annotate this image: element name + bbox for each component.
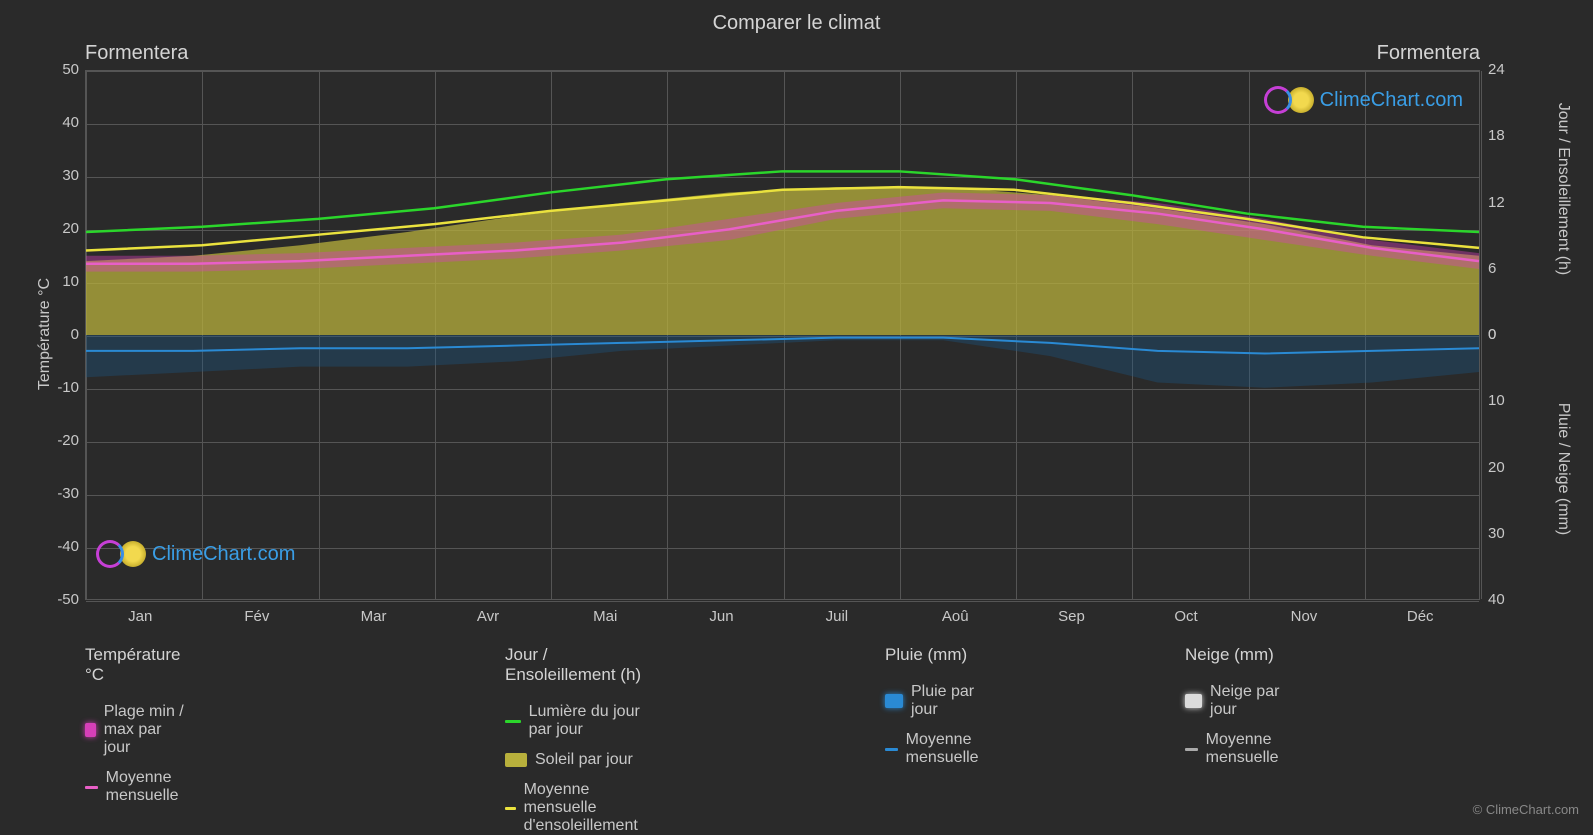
legend-line-swatch — [505, 720, 521, 723]
y-left-tick: -10 — [57, 379, 79, 396]
legend-group: Neige (mm) Neige par jour Moyenne mensuell… — [1185, 645, 1288, 767]
y-left-tick: -20 — [57, 432, 79, 449]
legend-swatch — [1185, 694, 1202, 708]
gridline-h — [86, 601, 1479, 602]
legend-item: Neige par jour — [1185, 683, 1288, 719]
y-right-bottom-tick: 10 — [1488, 392, 1505, 409]
y-right-bottom-tick: 0 — [1488, 326, 1496, 343]
x-month-label: Jan — [128, 608, 152, 625]
y-right-top-title: Jour / Ensoleillement (h) — [1554, 79, 1572, 299]
legend-item: Plage min / max par jour — [85, 703, 188, 757]
legend-swatch — [85, 723, 96, 737]
legend-item: Pluie par jour — [885, 683, 988, 719]
legend-item-label: Pluie par jour — [911, 683, 988, 719]
legend-line-swatch — [505, 807, 516, 810]
x-month-label: Jun — [709, 608, 733, 625]
legend-item: Lumière du jour par jour — [505, 703, 649, 739]
y-left-tick: 40 — [62, 114, 79, 131]
x-month-label: Mar — [361, 608, 387, 625]
y-left-tick: 50 — [62, 61, 79, 78]
legend-item: Moyenne mensuelle — [885, 731, 988, 767]
x-month-label: Oct — [1174, 608, 1197, 625]
legend-group-title: Jour / Ensoleillement (h) — [505, 645, 649, 685]
brand-text: ClimeChart.com — [1320, 89, 1463, 112]
brand-logo-top: ClimeChart.com — [1264, 86, 1463, 114]
legend-group-title: Pluie (mm) — [885, 645, 988, 665]
y-left-title: Température °C — [36, 254, 54, 414]
x-month-label: Déc — [1407, 608, 1434, 625]
legend-group: Pluie (mm) Pluie par jour Moyenne mensuell… — [885, 645, 988, 767]
x-month-label: Juil — [826, 608, 849, 625]
y-left-tick: 10 — [62, 273, 79, 290]
legend-line-swatch — [885, 748, 898, 751]
plot-area — [85, 70, 1480, 600]
y-right-bottom-tick: 40 — [1488, 591, 1505, 608]
legend-group: Température °C Plage min / max par jour Mo… — [85, 645, 188, 805]
legend-item-label: Moyenne mensuelle d'ensoleillement — [524, 781, 650, 835]
legend-item-label: Plage min / max par jour — [104, 703, 188, 757]
legend-item: Moyenne mensuelle d'ensoleillement — [505, 781, 649, 835]
legend-item-label: Lumière du jour par jour — [529, 703, 650, 739]
legend-group-title: Neige (mm) — [1185, 645, 1288, 665]
chart-svg — [86, 71, 1479, 599]
x-month-label: Fév — [244, 608, 269, 625]
location-left: Formentera — [85, 42, 188, 65]
y-right-top-tick: 18 — [1488, 127, 1505, 144]
y-left-tick: -40 — [57, 538, 79, 555]
x-month-label: Nov — [1291, 608, 1318, 625]
legend-item: Moyenne mensuelle — [1185, 731, 1288, 767]
x-month-label: Mai — [593, 608, 617, 625]
brand-text: ClimeChart.com — [152, 543, 295, 566]
legend-item: Moyenne mensuelle — [85, 769, 188, 805]
logo-rings-icon — [96, 540, 124, 568]
brand-logo-bottom: ClimeChart.com — [96, 540, 295, 568]
y-left-tick: -50 — [57, 591, 79, 608]
x-month-label: Sep — [1058, 608, 1085, 625]
y-right-bottom-title: Pluie / Neige (mm) — [1554, 379, 1572, 559]
legend-swatch — [885, 694, 903, 708]
y-right-top-tick: 6 — [1488, 260, 1496, 277]
logo-rings-icon — [1264, 86, 1292, 114]
legend-item: Soleil par jour — [505, 751, 649, 769]
y-left-tick: 20 — [62, 220, 79, 237]
y-right-top-tick: 24 — [1488, 61, 1505, 78]
location-right: Formentera — [1377, 42, 1480, 65]
legend-item-label: Soleil par jour — [535, 751, 633, 769]
y-left-tick: 0 — [71, 326, 79, 343]
legend-line-swatch — [1185, 748, 1198, 751]
copyright: © ClimeChart.com — [1473, 802, 1579, 817]
y-right-top-tick: 12 — [1488, 194, 1505, 211]
y-left-tick: -30 — [57, 485, 79, 502]
x-month-label: Aoû — [942, 608, 969, 625]
legend-line-swatch — [85, 786, 98, 789]
legend-group-title: Température °C — [85, 645, 188, 685]
legend-group: Jour / Ensoleillement (h) Lumière du jour… — [505, 645, 649, 835]
gridline-v — [1481, 71, 1482, 599]
chart-title: Comparer le climat — [0, 0, 1593, 35]
y-right-bottom-tick: 30 — [1488, 525, 1505, 542]
x-month-label: Avr — [477, 608, 499, 625]
legend-item-label: Moyenne mensuelle — [1206, 731, 1288, 767]
legend-swatch — [505, 753, 527, 767]
legend-item-label: Neige par jour — [1210, 683, 1288, 719]
legend-item-label: Moyenne mensuelle — [906, 731, 988, 767]
y-left-tick: 30 — [62, 167, 79, 184]
legend-item-label: Moyenne mensuelle — [106, 769, 188, 805]
y-right-bottom-tick: 20 — [1488, 459, 1505, 476]
